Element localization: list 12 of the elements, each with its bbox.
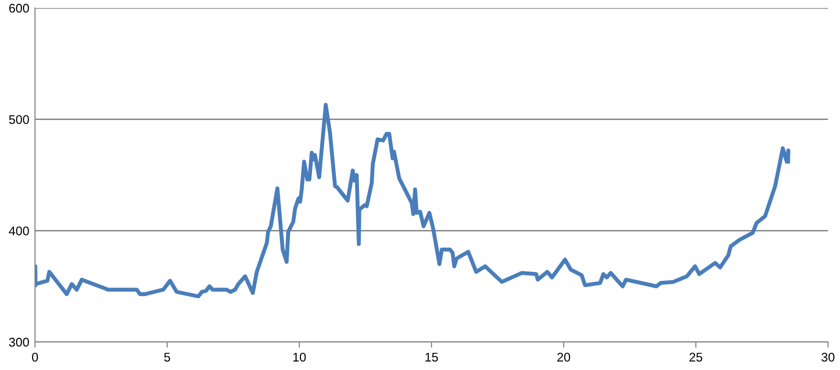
x-tick-label: 25 [690, 352, 702, 362]
y-tick-label: 500 [9, 115, 29, 124]
x-tick-label: 0 [32, 352, 38, 362]
y-tick-label: 600 [9, 4, 29, 13]
x-tick-label: 5 [164, 352, 170, 362]
y-tick-label: 300 [9, 338, 29, 347]
x-tick-label: 30 [822, 352, 834, 362]
x-tick-label: 15 [426, 352, 438, 362]
x-tick-label: 10 [293, 352, 306, 362]
line-series [35, 102, 790, 298]
y-tick-label: 400 [8, 226, 29, 236]
x-tick-label: 20 [557, 352, 570, 362]
